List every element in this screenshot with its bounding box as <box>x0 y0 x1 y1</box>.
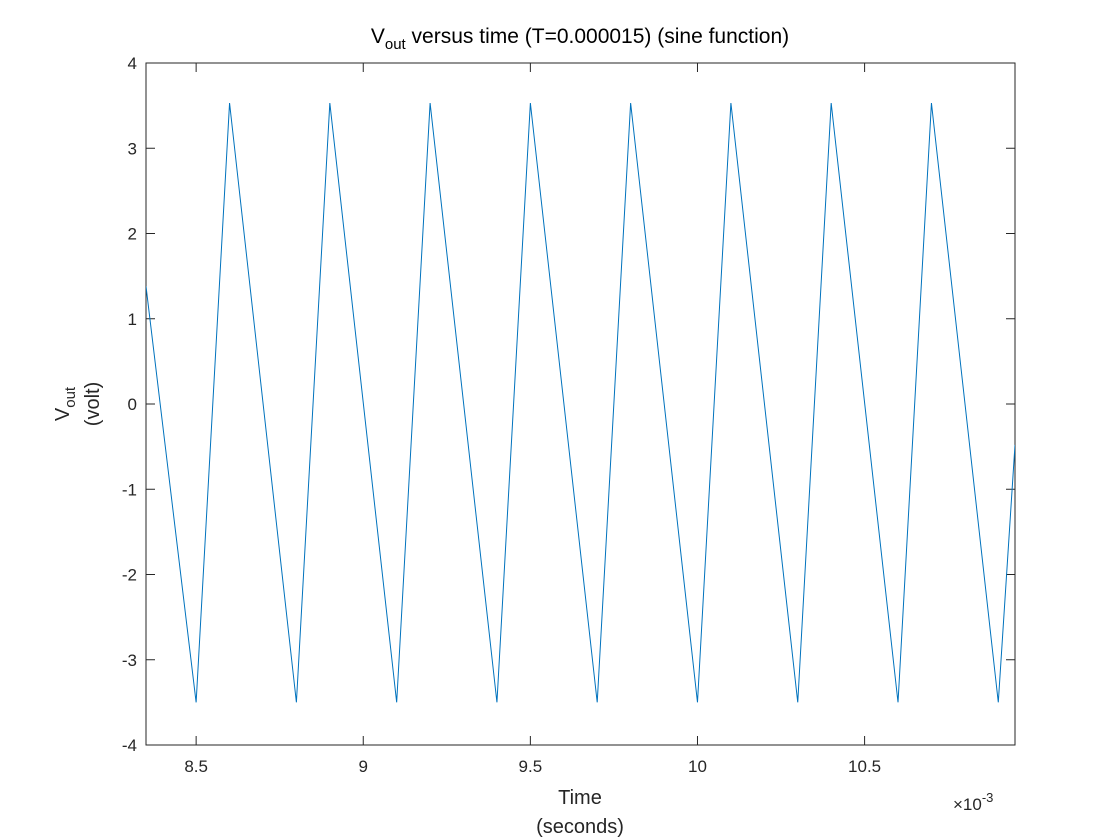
x-tick-label: 10 <box>688 757 707 776</box>
x-tick-label: 10.5 <box>848 757 881 776</box>
series-line-vout <box>146 103 1015 703</box>
y-tick-label: 3 <box>128 139 137 158</box>
y-tick-label: -3 <box>122 651 137 670</box>
plot-area <box>145 62 1016 746</box>
y-tick-label: -4 <box>122 736 137 755</box>
x-axis-label-units: (seconds) <box>536 816 624 838</box>
y-axis-tick-labels: -4 -3 -2 -1 0 1 2 3 4 <box>122 54 137 755</box>
x-tick-label: 9.5 <box>519 757 543 776</box>
y-tick-label: -1 <box>122 480 137 499</box>
chart-title-suffix: versus time (T=0.000015) (sine function) <box>406 25 789 48</box>
y-tick-label: 4 <box>128 54 137 73</box>
axis-ticks <box>146 62 1015 746</box>
y-axis-label: Vout (volt) <box>52 382 104 426</box>
y-tick-label: 0 <box>128 395 137 414</box>
y-tick-label: 2 <box>128 225 137 244</box>
x-axis-label-line1: Time <box>558 787 602 809</box>
y-axis-label-line2: (volt) <box>82 382 104 426</box>
chart-title: Vout versus time (T=0.000015) (sine func… <box>371 25 789 53</box>
x-axis-label: Time <box>558 787 602 809</box>
x-tick-label: 8.5 <box>184 757 208 776</box>
y-tick-label: 1 <box>128 310 137 329</box>
y-axis-label-subscript: out <box>62 386 79 408</box>
x-axis-tick-labels: 8.5 9 9.5 10 10.5 <box>184 757 881 776</box>
y-tick-label: -2 <box>122 566 137 585</box>
x-axis-multiplier-base: ×10 <box>953 795 982 814</box>
x-axis-multiplier: ×10-3 <box>953 790 993 814</box>
chart-title-subscript: out <box>385 36 407 53</box>
x-axis-multiplier-exponent: -3 <box>982 790 994 805</box>
chart-title-prefix: V <box>371 25 385 48</box>
x-axis-label-line2: (seconds) <box>536 816 624 838</box>
y-axis-label-line1: Vout <box>52 386 79 421</box>
y-axis-label-base: V <box>52 407 74 421</box>
x-tick-label: 9 <box>359 757 368 776</box>
